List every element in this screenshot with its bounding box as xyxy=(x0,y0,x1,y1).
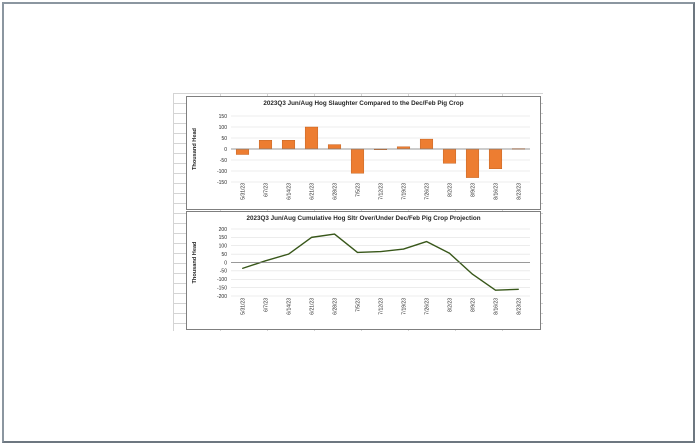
bar xyxy=(488,148,503,169)
x-tick-label: 6/21/23 xyxy=(309,183,315,200)
y-tick-label: -50 xyxy=(220,158,227,164)
x-tick-label: 6/7/23 xyxy=(263,298,269,312)
x-tick-label: 5/31/23 xyxy=(240,183,246,200)
x-tick-label: 8/16/23 xyxy=(493,298,499,315)
chart-title: 2023Q3 Jun/Aug Hog Slaughter Compared to… xyxy=(263,100,464,107)
x-tick-label: 8/16/23 xyxy=(493,183,499,200)
data-point xyxy=(495,289,496,291)
x-tick-label: 8/23/23 xyxy=(516,298,522,315)
x-tick-label: 8/2/23 xyxy=(447,298,453,312)
x-tick-label: 7/26/23 xyxy=(424,298,430,315)
x-tick-label: 8/9/23 xyxy=(470,183,476,197)
x-tick-label: 5/31/23 xyxy=(240,298,246,315)
y-tick-label: 150 xyxy=(219,114,228,120)
x-tick-label: 6/14/23 xyxy=(286,183,292,200)
data-point xyxy=(311,236,312,238)
chart-title: 2023Q3 Jun/Aug Cumulative Hog Sltr Over/… xyxy=(246,215,481,222)
y-tick-label: 200 xyxy=(219,227,228,233)
weekly-slaughter-bar-chart[interactable]: 2023Q3 Jun/Aug Hog Slaughter Compared to… xyxy=(186,96,541,210)
data-point xyxy=(357,251,358,253)
bar xyxy=(235,148,250,155)
y-tick-label: 0 xyxy=(224,147,227,153)
y-tick-label: -200 xyxy=(217,294,227,300)
y-tick-label: 0 xyxy=(224,260,227,266)
x-tick-label: 8/23/23 xyxy=(516,183,522,200)
y-tick-label: 100 xyxy=(219,244,228,250)
bar xyxy=(281,140,296,150)
x-tick-label: 6/14/23 xyxy=(286,298,292,315)
bar xyxy=(442,148,457,164)
y-tick-label: 50 xyxy=(221,252,227,258)
y-tick-label: -100 xyxy=(217,277,227,283)
x-tick-label: 7/26/23 xyxy=(424,183,430,200)
x-tick-label: 6/7/23 xyxy=(263,183,269,197)
cumulative-slaughter-line-chart[interactable]: 2023Q3 Jun/Aug Cumulative Hog Sltr Over/… xyxy=(186,211,541,330)
series-line xyxy=(242,233,519,291)
x-tick-label: 8/2/23 xyxy=(447,183,453,197)
y-tick-label: -150 xyxy=(217,180,227,186)
x-tick-label: 6/28/23 xyxy=(332,183,338,200)
y-axis-label: Thousand Head xyxy=(192,127,198,170)
data-point xyxy=(403,248,404,250)
data-point xyxy=(242,267,243,269)
x-tick-label: 7/19/23 xyxy=(401,183,407,200)
data-point xyxy=(518,288,519,290)
x-tick-label: 6/21/23 xyxy=(309,298,315,315)
bar xyxy=(327,144,342,150)
y-tick-label: -50 xyxy=(220,269,227,275)
bar xyxy=(465,148,480,178)
bar xyxy=(419,138,434,150)
data-point xyxy=(265,260,266,262)
x-tick-label: 7/5/23 xyxy=(355,298,361,312)
data-point xyxy=(449,252,450,254)
y-tick-label: 50 xyxy=(221,136,227,142)
x-tick-label: 6/28/23 xyxy=(332,298,338,315)
y-tick-label: 150 xyxy=(219,235,228,241)
data-point xyxy=(426,241,427,243)
data-point xyxy=(334,233,335,235)
x-tick-label: 7/12/23 xyxy=(378,183,384,200)
x-tick-label: 7/19/23 xyxy=(401,298,407,315)
data-point xyxy=(380,251,381,253)
y-axis-label: Thousand Head xyxy=(192,241,198,284)
y-tick-label: 100 xyxy=(219,125,228,131)
data-point xyxy=(472,273,473,275)
data-point xyxy=(288,253,289,255)
y-tick-label: -150 xyxy=(217,285,227,291)
bar-chart-plot: -150 -100 -50 0 50 100 150 Thousand Head 5/31/23… xyxy=(192,114,530,200)
x-tick-label: 8/9/23 xyxy=(470,298,476,312)
x-tick-label: 7/5/23 xyxy=(355,183,361,197)
y-tick-label: -100 xyxy=(217,169,227,175)
bar xyxy=(350,148,365,174)
bar xyxy=(304,126,319,150)
bar xyxy=(258,140,273,150)
line-chart-plot: -200 -150 -100 -50 0 50 100 150 200 Thousand Head… xyxy=(192,227,530,315)
x-tick-label: 7/12/23 xyxy=(378,298,384,315)
